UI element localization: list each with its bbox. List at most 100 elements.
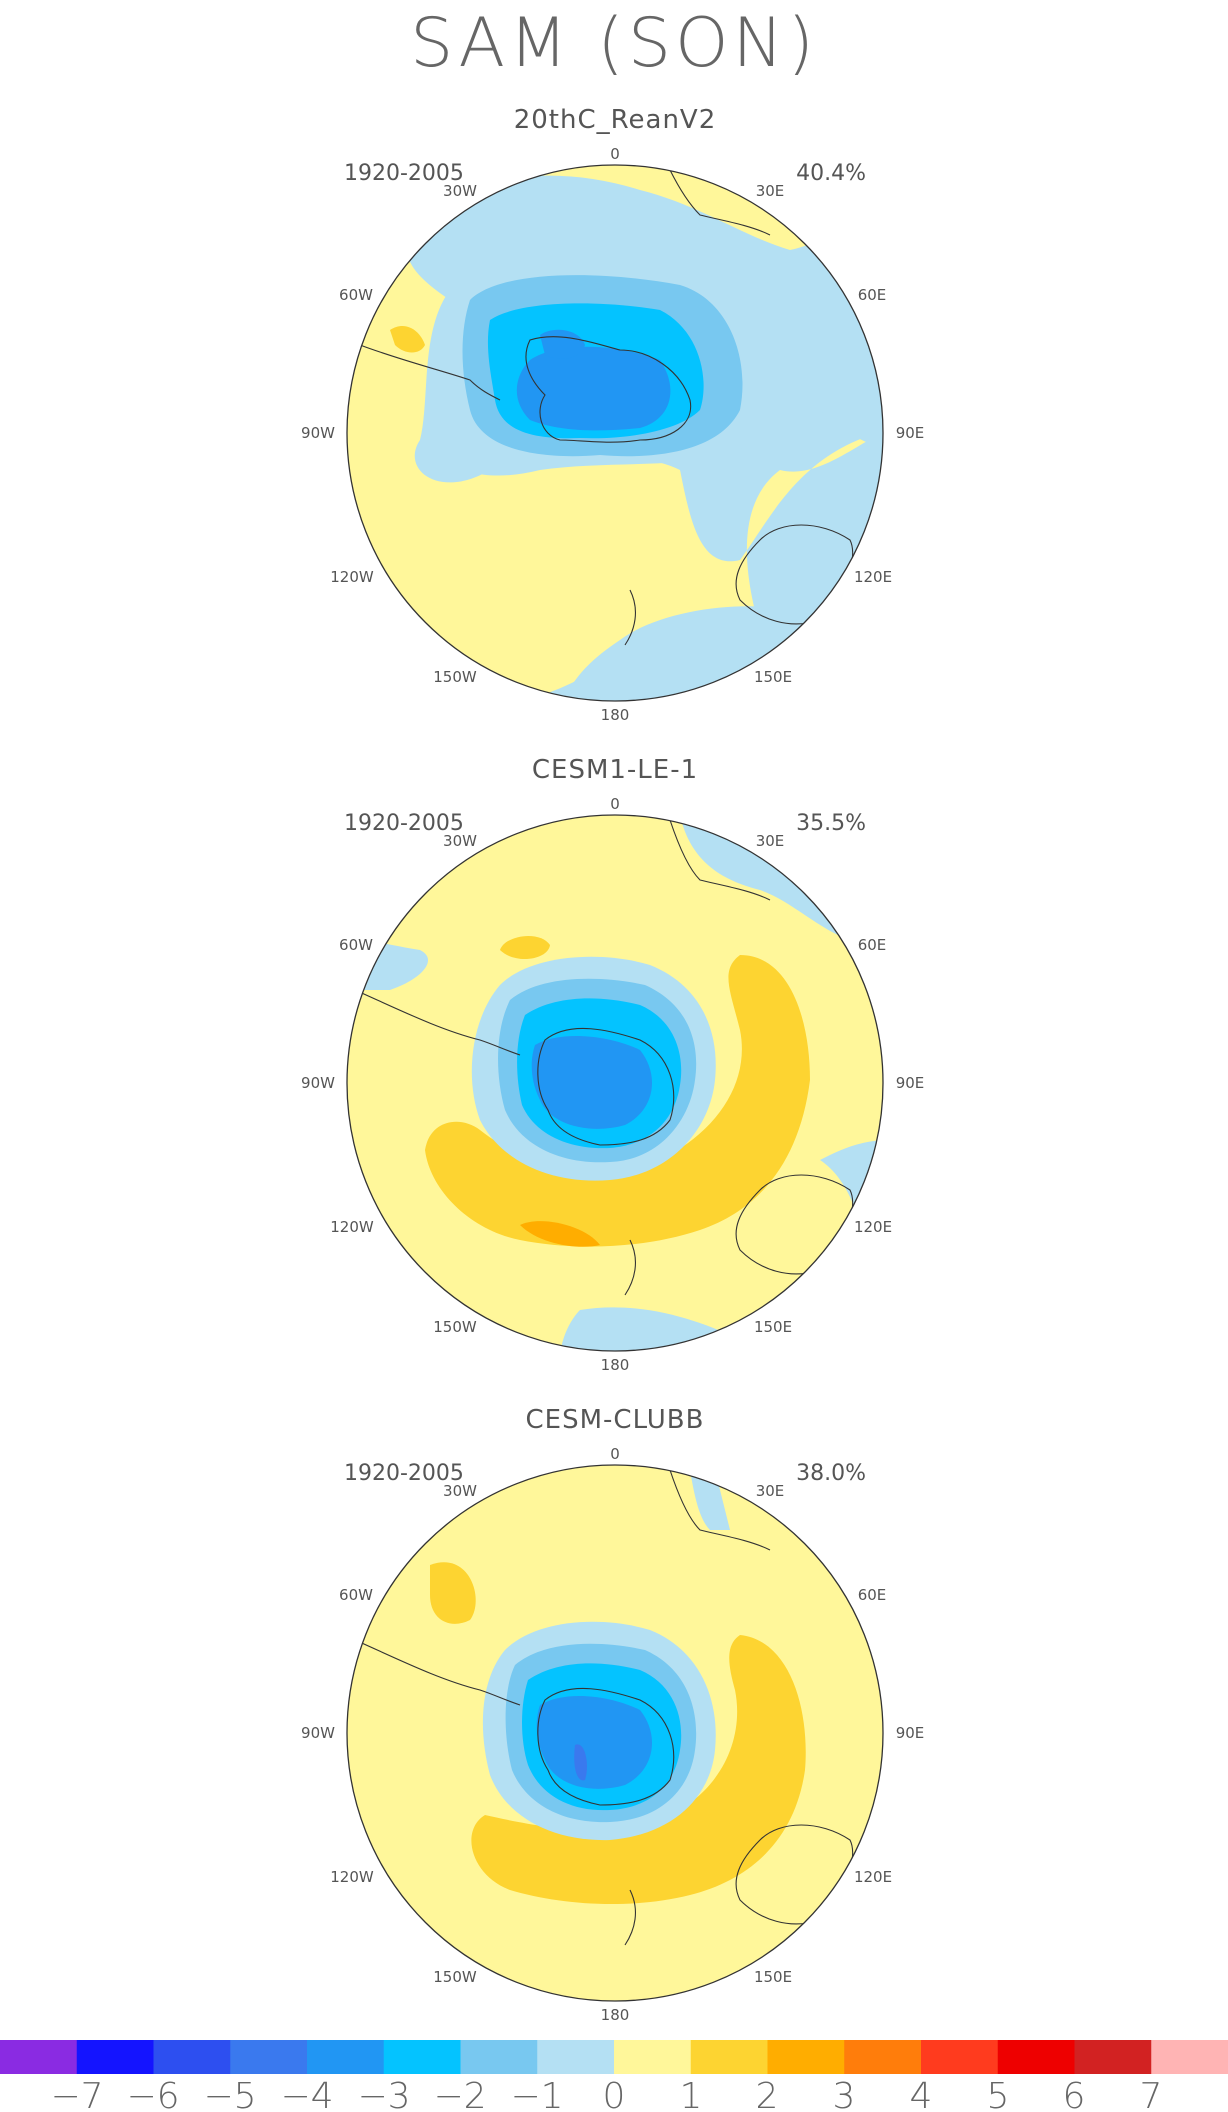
colorbar-label: 0 (603, 2076, 626, 2112)
panel-period: 1920-2005 (344, 1461, 464, 1486)
svg-text:90W: 90W (301, 424, 335, 442)
colorbar-label: −7 (50, 2076, 103, 2112)
colorbar-bin (1151, 2040, 1228, 2074)
negative-zone-4 (536, 1695, 652, 1789)
negative-extremum (574, 1744, 587, 1781)
svg-text:120E: 120E (854, 568, 892, 586)
colorbar-bin (307, 2040, 385, 2074)
new-zealand-coastline (624, 1889, 636, 1946)
panel-cesm-clubb: CESM-CLUBB 1920-2005 38.0% 0 30E 60E 90E… (301, 1405, 924, 2024)
negative-zone-4 (531, 1035, 652, 1129)
svg-text:120W: 120W (330, 1218, 374, 1236)
panel-period: 1920-2005 (344, 161, 464, 186)
sam-pattern-map (347, 1465, 883, 2001)
colorbar-bin (537, 2040, 615, 2074)
new-zealand-coastline (624, 1239, 636, 1296)
svg-text:120W: 120W (330, 568, 374, 586)
longitude-labels: 0 30E 60E 90E 120E 150E 180 150W 120W 90… (301, 145, 924, 724)
map-boundary (346, 814, 884, 1352)
colorbar-bin (690, 2040, 768, 2074)
svg-text:120W: 120W (330, 1868, 374, 1886)
colorbar-label: −2 (433, 2076, 486, 2112)
positive-extremum (500, 935, 550, 960)
colorbar: −7 −6 −5 −4 −3 −2 −1 0 1 2 3 4 5 6 7 (0, 2040, 1228, 2112)
africa-coastline (669, 169, 771, 236)
colorbar-bin (0, 2040, 78, 2074)
colorbar-bin (76, 2040, 154, 2074)
colorbar-bin (1074, 2040, 1152, 2074)
panel-title: 20thC_ReanV2 (514, 105, 717, 135)
colorbar-label: −3 (357, 2076, 410, 2112)
colorbar-bin (460, 2040, 538, 2074)
sam-pattern-map (347, 165, 883, 701)
positive-extremum (390, 325, 425, 353)
africa-coastline (669, 1469, 771, 1551)
svg-text:30W: 30W (443, 1482, 477, 1500)
colorbar-label: 2 (756, 2076, 779, 2112)
colorbar-bins (0, 2040, 1228, 2074)
svg-text:0: 0 (610, 1445, 620, 1463)
svg-text:180: 180 (601, 1356, 630, 1374)
figure-title: SAM (SON) (410, 4, 818, 83)
svg-text:60W: 60W (339, 1586, 373, 1604)
svg-text:30E: 30E (756, 1482, 785, 1500)
svg-text:60E: 60E (858, 286, 887, 304)
svg-text:30W: 30W (443, 832, 477, 850)
negative-zone-4 (516, 346, 671, 431)
svg-text:180: 180 (601, 706, 630, 724)
colorbar-label: 5 (987, 2076, 1010, 2112)
svg-text:150W: 150W (433, 1968, 477, 1986)
longitude-labels: 0 30E 60E 90E 120E 150E 180 150W 120W 90… (301, 795, 924, 1374)
svg-text:120E: 120E (854, 1868, 892, 1886)
svg-text:90E: 90E (896, 1724, 925, 1742)
svg-text:180: 180 (601, 2006, 630, 2024)
panel-title: CESM-CLUBB (526, 1405, 705, 1435)
south-america-coastline (354, 1639, 521, 1706)
antarctica-coastline (525, 336, 692, 443)
svg-text:30E: 30E (756, 182, 785, 200)
positive-extremum-3 (520, 1221, 600, 1247)
panel-period: 1920-2005 (344, 811, 464, 836)
map-boundary (346, 1464, 884, 2002)
panel-variance: 40.4% (796, 161, 866, 186)
svg-text:60E: 60E (858, 1586, 887, 1604)
svg-text:150E: 150E (754, 1318, 792, 1336)
svg-text:150W: 150W (433, 668, 477, 686)
svg-text:90E: 90E (896, 1074, 925, 1092)
positive-extremum (430, 1562, 476, 1624)
colorbar-bin (921, 2040, 999, 2074)
svg-text:60W: 60W (339, 286, 373, 304)
svg-text:150E: 150E (754, 668, 792, 686)
svg-text:60E: 60E (858, 936, 887, 954)
svg-text:90W: 90W (301, 1074, 335, 1092)
svg-text:0: 0 (610, 145, 620, 163)
colorbar-label: −5 (203, 2076, 256, 2112)
panel-20thc-reanv2: 20thC_ReanV2 1920-2005 40.4% 0 30E (301, 105, 924, 724)
svg-text:90W: 90W (301, 1724, 335, 1742)
svg-text:60W: 60W (339, 936, 373, 954)
sam-pattern-map (347, 815, 883, 1351)
longitude-labels: 0 30E 60E 90E 120E 150E 180 150W 120W 90… (301, 1445, 924, 2024)
colorbar-label: −4 (280, 2076, 333, 2112)
colorbar-label: 1 (680, 2076, 703, 2112)
svg-text:120E: 120E (854, 1218, 892, 1236)
colorbar-bin (153, 2040, 231, 2074)
colorbar-bin (767, 2040, 845, 2074)
colorbar-label: −6 (126, 2076, 179, 2112)
colorbar-labels: −7 −6 −5 −4 −3 −2 −1 0 1 2 3 4 5 6 7 (50, 2076, 1162, 2112)
colorbar-label: 7 (1140, 2076, 1163, 2112)
positive-ring-2 (425, 955, 810, 1247)
panel-variance: 38.0% (796, 1461, 866, 1486)
positive-ring-2 (471, 1635, 806, 1905)
colorbar-bin (997, 2040, 1075, 2074)
panel-variance: 35.5% (796, 811, 866, 836)
south-america-coastline (354, 989, 521, 1056)
colorbar-label: 4 (910, 2076, 933, 2112)
colorbar-bin (614, 2040, 692, 2074)
map-boundary (346, 164, 884, 702)
svg-text:150W: 150W (433, 1318, 477, 1336)
colorbar-bin (383, 2040, 461, 2074)
svg-text:150E: 150E (754, 1968, 792, 1986)
atlantic-negative (690, 1470, 730, 1530)
colorbar-label: 6 (1063, 2076, 1086, 2112)
